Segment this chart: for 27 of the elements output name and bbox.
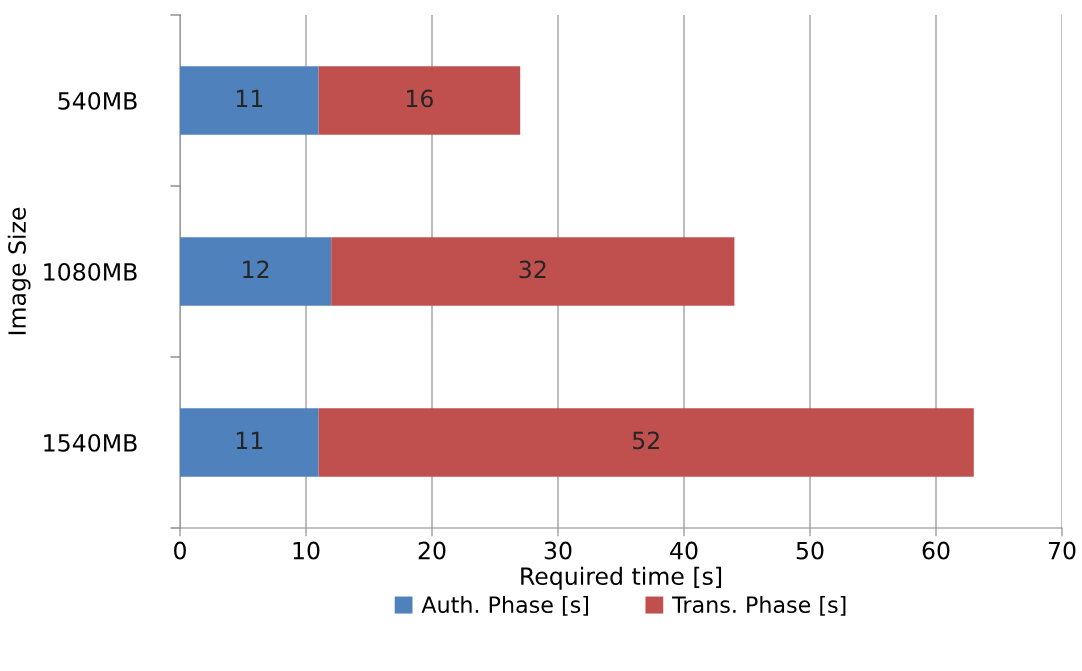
x-tick-label: 60 — [922, 541, 950, 560]
bar — [318, 408, 974, 477]
y-tick-label: 1080MB — [44, 262, 137, 281]
x-tick-label: 40 — [670, 541, 698, 560]
x-tick-label: 70 — [1048, 541, 1076, 560]
x-tick-label: 20 — [418, 541, 446, 560]
data-label: 32 — [519, 260, 546, 279]
x-tick-label: 30 — [544, 541, 572, 560]
y-axis-title: Image Size — [7, 207, 31, 335]
bar — [180, 408, 319, 477]
x-tick-label: 10 — [293, 541, 320, 560]
x-tick-label: 0 — [174, 541, 186, 560]
data-label: 12 — [243, 260, 269, 279]
data-label: 11 — [236, 89, 263, 108]
data-label: 16 — [406, 89, 433, 108]
legend-label: Auth. Phase [s] — [421, 595, 589, 616]
bar — [180, 237, 332, 306]
y-tick-label: 540MB — [58, 91, 137, 110]
bar — [318, 66, 521, 135]
legend-label: Trans. Phase [s] — [672, 595, 846, 616]
x-tick-label: 50 — [796, 541, 824, 560]
bar — [180, 66, 319, 135]
x-axis-title: Required time [s] — [521, 566, 722, 590]
data-label: 52 — [633, 431, 659, 450]
bar — [331, 237, 735, 306]
y-tick-label: 1540MB — [44, 433, 137, 452]
data-label: 11 — [236, 431, 263, 450]
